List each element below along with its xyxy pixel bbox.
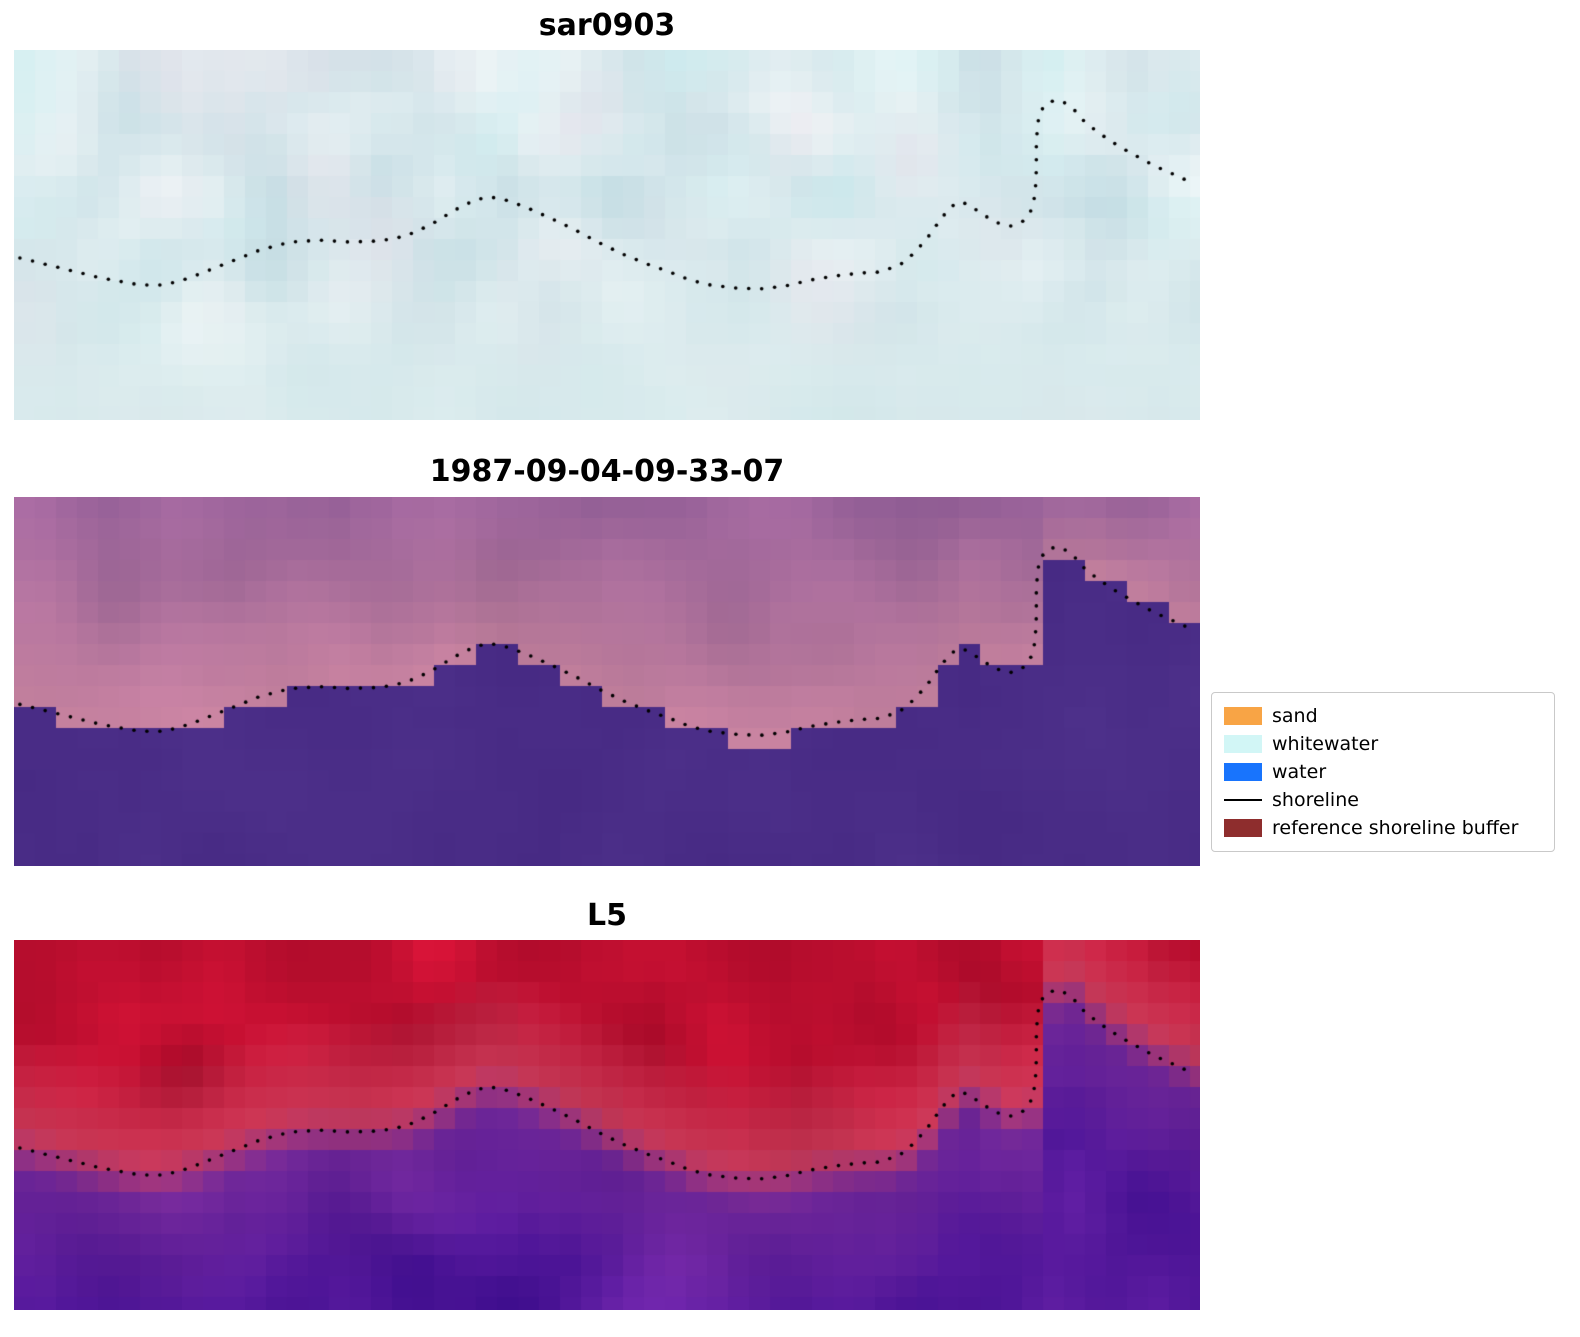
legend-item-reference-shoreline-buffer: reference shoreline buffer bbox=[1224, 814, 1542, 842]
legend-item-label: shoreline bbox=[1272, 789, 1359, 811]
whitewater-swatch-icon bbox=[1224, 735, 1262, 753]
legend: sand whitewater water shoreline referenc… bbox=[1211, 692, 1555, 852]
panel-3-title: L5 bbox=[587, 898, 627, 933]
legend-item-label: whitewater bbox=[1272, 733, 1379, 755]
legend-item-water: water bbox=[1224, 758, 1542, 786]
sand-swatch-icon bbox=[1224, 707, 1262, 725]
l5-image-canvas bbox=[14, 940, 1200, 1310]
panel-2 bbox=[14, 497, 1200, 867]
classified-image-canvas bbox=[14, 497, 1200, 866]
panel-3 bbox=[14, 940, 1200, 1310]
legend-item-shoreline: shoreline bbox=[1224, 786, 1542, 814]
panel-1-title: sar0903 bbox=[538, 8, 676, 43]
water-swatch-icon bbox=[1224, 763, 1262, 781]
legend-item-whitewater: whitewater bbox=[1224, 730, 1542, 758]
shoreline-line-icon bbox=[1224, 799, 1262, 801]
panel-2-title: 1987-09-04-09-33-07 bbox=[429, 454, 785, 489]
legend-item-sand: sand bbox=[1224, 702, 1542, 730]
legend-item-label: water bbox=[1272, 761, 1327, 783]
legend-item-label: reference shoreline buffer bbox=[1272, 817, 1519, 839]
panel-1 bbox=[14, 50, 1200, 420]
legend-item-label: sand bbox=[1272, 705, 1318, 727]
reference-shoreline-buffer-swatch-icon bbox=[1224, 819, 1262, 837]
sar-image-canvas bbox=[14, 50, 1200, 420]
